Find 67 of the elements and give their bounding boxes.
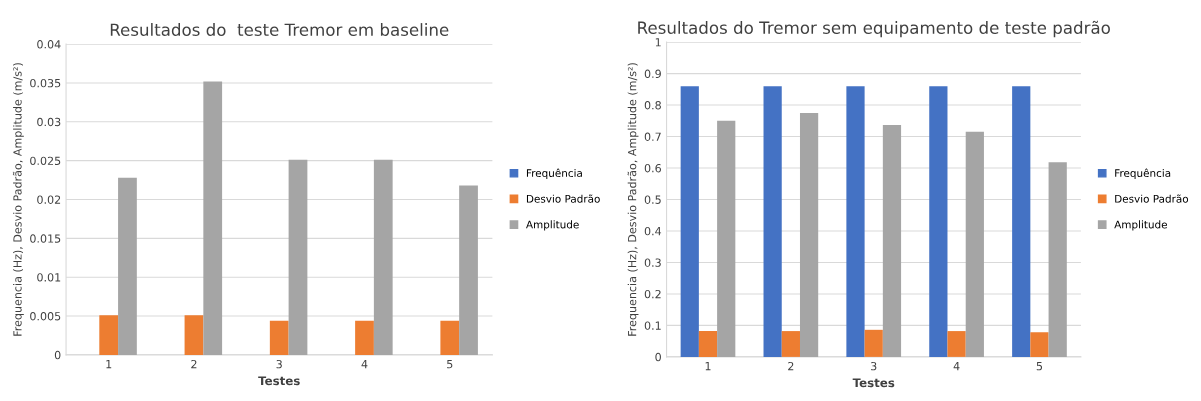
bar <box>698 331 718 357</box>
bar <box>965 131 984 357</box>
y-tick-label: 0 <box>655 352 661 362</box>
bar <box>1012 86 1031 357</box>
y-tick-label: 0.025 <box>30 156 61 166</box>
y-tick-label: 0.01 <box>37 273 61 282</box>
x-tick-label: 4 <box>953 362 960 371</box>
bar <box>288 159 308 355</box>
bar <box>99 315 119 355</box>
y-tick-label: 0.2 <box>644 289 661 299</box>
legend-label: Desvio Padrão <box>1115 194 1189 203</box>
bar <box>269 320 289 355</box>
bar <box>929 86 948 357</box>
bar <box>882 124 902 357</box>
y-tick-label: 0.03 <box>37 117 61 127</box>
y-tick-label: 0.3 <box>644 258 661 267</box>
x-tick-label: 1 <box>106 360 112 369</box>
y-tick-label: 0.04 <box>37 40 61 49</box>
bar <box>459 185 478 355</box>
x-axis-title: Testes <box>258 376 300 386</box>
x-tick-label: 5 <box>1036 362 1043 371</box>
x-tick-label: 4 <box>361 360 368 369</box>
legend-label: Frequência <box>1115 168 1171 180</box>
x-tick-label: 3 <box>871 361 877 371</box>
bar <box>184 315 204 355</box>
y-axis-title: Frequencia (Hz), Desvio Padrão, Amplitude (m/s²) <box>12 63 24 336</box>
y-tick-label: 0.5 <box>644 195 661 204</box>
legend-label: Desvio Padrão <box>526 194 600 203</box>
x-tick-label: 2 <box>191 359 197 369</box>
x-tick-label: 3 <box>276 359 282 369</box>
legend-label: Amplitude <box>1114 220 1168 231</box>
x-axis-title: Testes <box>852 378 895 388</box>
chart-title: Resultados do Tremor sem equipamento de teste padrão <box>638 20 1110 38</box>
x-tick-label: 5 <box>447 360 453 369</box>
y-tick-label: 0 <box>54 350 61 360</box>
bar <box>947 331 966 357</box>
bar <box>717 120 736 357</box>
x-tick-label: 2 <box>788 361 794 371</box>
bar <box>1030 332 1049 357</box>
y-tick-label: 0.9 <box>644 69 661 78</box>
legend-label: Frequência <box>526 168 582 180</box>
y-tick-label: 0.035 <box>30 78 61 88</box>
bar <box>440 320 460 355</box>
y-axis-title: Frequencia (Hz), Desvio Padrão, Amplitude (m/s²) <box>627 63 639 336</box>
y-tick-label: 0.1 <box>644 321 661 330</box>
bar <box>864 329 883 357</box>
bar <box>355 320 374 355</box>
y-tick-label: 0.7 <box>644 132 661 141</box>
bar <box>118 177 137 355</box>
legend-label: Amplitude <box>526 220 579 231</box>
y-tick-label: 0.015 <box>30 234 61 243</box>
bar <box>373 159 393 355</box>
x-tick-label: 1 <box>705 362 711 371</box>
y-tick-label: 1 <box>655 38 661 47</box>
y-tick-label: 0.8 <box>644 101 661 110</box>
y-tick-label: 0.02 <box>37 195 61 204</box>
bar <box>680 86 699 357</box>
bar <box>203 81 223 355</box>
chart-title: Resultados do teste Tremor em baseline <box>110 23 449 37</box>
y-tick-label: 0.4 <box>644 226 662 236</box>
bar <box>763 86 782 357</box>
y-tick-label: 0.6 <box>644 163 661 173</box>
y-tick-label: 0.005 <box>30 312 61 321</box>
bar <box>781 331 800 357</box>
bar <box>846 86 865 357</box>
bar <box>1048 162 1067 357</box>
bar <box>799 112 819 357</box>
